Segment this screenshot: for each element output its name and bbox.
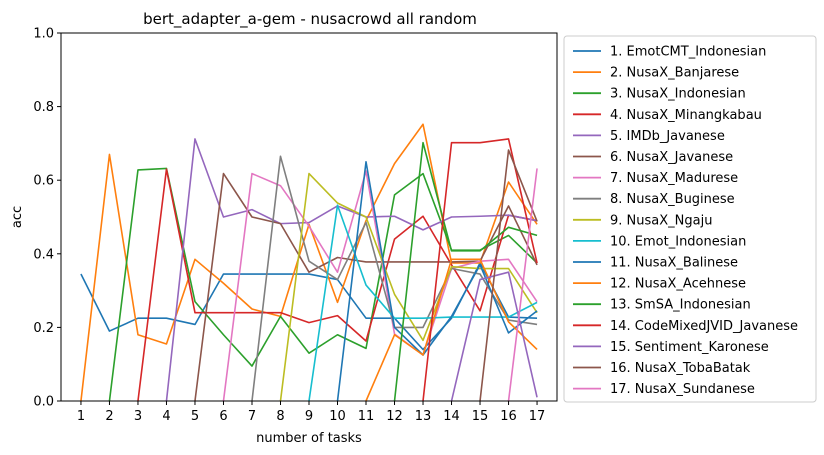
y-axis-label: acc xyxy=(10,206,25,228)
x-axis-label: number of tasks xyxy=(256,431,362,446)
x-tick-label: 14 xyxy=(443,409,460,424)
x-tick-label: 1 xyxy=(77,409,85,424)
plot-frame xyxy=(60,32,558,402)
series-line-9 xyxy=(279,172,538,402)
x-tick-label: 5 xyxy=(191,409,199,424)
series-line-2 xyxy=(80,123,538,402)
legend-label-13: 13. SmSA_Indonesian xyxy=(610,298,751,313)
chart-title: bert_adapter_a-gem - nusacrowd all rando… xyxy=(143,10,477,29)
legend-label-15: 15. Sentiment_Karonese xyxy=(610,340,769,355)
legend-frame xyxy=(563,35,817,403)
legend-label-17: 17. NusaX_Sundanese xyxy=(610,382,755,397)
x-tick-label: 17 xyxy=(529,409,546,424)
series-line-7 xyxy=(222,170,538,402)
y-axis: 0.0 0.2 0.4 0.6 0.8 1.0 xyxy=(33,27,61,410)
series-line-6 xyxy=(194,172,538,402)
x-axis: 1 2 3 4 5 6 7 8 9 10 11 12 13 14 15 16 17 xyxy=(77,401,546,424)
legend-label-14: 14. CodeMixedJVID_Javanese xyxy=(610,319,798,334)
legend-label-11: 11. NusaX_Balinese xyxy=(610,256,738,271)
series-line-4 xyxy=(137,168,538,402)
legend-label-1: 1. EmotCMT_Indonesian xyxy=(610,45,766,60)
y-tick-label: 0.4 xyxy=(33,247,54,262)
legend-label-8: 8. NusaX_Buginese xyxy=(610,192,735,207)
x-tick-label: 9 xyxy=(305,409,313,424)
legend-label-4: 4. NusaX_Minangkabau xyxy=(610,108,762,123)
series-line-16 xyxy=(479,149,538,402)
legend-label-9: 9. NusaX_Ngaju xyxy=(610,213,712,228)
legend-label-12: 12. NusaX_Acehnese xyxy=(610,277,746,292)
y-tick-label: 1.0 xyxy=(33,27,54,42)
legend-label-3: 3. NusaX_Indonesian xyxy=(610,87,746,102)
y-tick-label: 0.2 xyxy=(33,321,54,336)
x-tick-label: 4 xyxy=(162,409,170,424)
x-tick-label: 16 xyxy=(500,409,517,424)
series-line-17 xyxy=(507,168,538,402)
legend-label-6: 6. NusaX_Javanese xyxy=(610,150,733,165)
x-tick-label: 13 xyxy=(415,409,432,424)
series-line-12 xyxy=(365,258,538,402)
legend-label-16: 16. NusaX_TobaBatak xyxy=(610,361,751,376)
x-tick-label: 11 xyxy=(358,409,375,424)
x-tick-label: 8 xyxy=(276,409,284,424)
legend: 1. EmotCMT_Indonesian 2. NusaX_Banjarese 3… xyxy=(563,35,817,403)
series-line-5 xyxy=(165,138,538,402)
legend-label-10: 10. Emot_Indonesian xyxy=(610,234,746,249)
series-line-10 xyxy=(308,204,538,402)
x-tick-label: 15 xyxy=(472,409,489,424)
x-tick-label: 12 xyxy=(386,409,403,424)
y-tick-label: 0.0 xyxy=(33,395,54,410)
series-line-11 xyxy=(336,161,538,402)
x-tick-label: 3 xyxy=(134,409,142,424)
y-tick-label: 0.6 xyxy=(33,174,54,189)
x-tick-label: 2 xyxy=(105,409,113,424)
plot-lines xyxy=(80,123,538,402)
x-tick-label: 6 xyxy=(219,409,227,424)
legend-label-7: 7. NusaX_Madurese xyxy=(610,171,738,186)
series-line-14 xyxy=(422,138,538,402)
x-tick-label: 10 xyxy=(329,409,346,424)
series-line-13 xyxy=(393,141,538,402)
y-tick-label: 0.8 xyxy=(33,100,54,115)
legend-label-2: 2. NusaX_Banjarese xyxy=(610,66,739,81)
x-tick-label: 7 xyxy=(248,409,256,424)
legend-label-5: 5. IMDb_Javanese xyxy=(610,129,725,144)
